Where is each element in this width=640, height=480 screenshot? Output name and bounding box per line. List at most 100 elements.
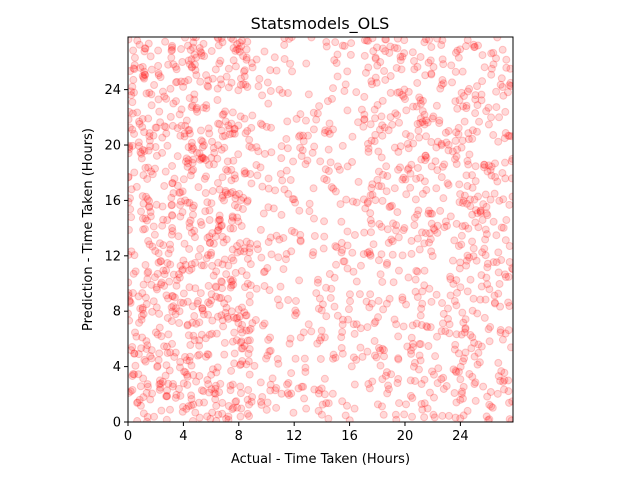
scatter-point [348, 197, 357, 206]
scatter-point [168, 307, 177, 316]
scatter-point [450, 236, 459, 245]
scatter-point [364, 380, 373, 389]
scatter-point [164, 249, 173, 258]
scatter-point [415, 351, 424, 360]
scatter-point [394, 374, 403, 383]
scatter-point [204, 251, 212, 260]
scatter-point [406, 169, 415, 178]
scatter-point [191, 66, 200, 75]
scatter-point [219, 238, 228, 247]
scatter-point [500, 376, 509, 385]
scatter-point [454, 53, 463, 62]
scatter-point [398, 251, 407, 260]
scatter-point [172, 390, 181, 399]
scatter-point [128, 213, 136, 222]
scatter-point [367, 136, 376, 145]
scatter-point [230, 125, 239, 134]
scatter-point [428, 367, 437, 376]
scatter-point [392, 320, 401, 329]
scatter-point [222, 414, 231, 422]
scatter-point [374, 296, 383, 305]
scatter-point [155, 385, 164, 394]
scatter-point [207, 385, 216, 394]
scatter-point [476, 295, 485, 304]
scatter-point [387, 370, 396, 379]
scatter-point [202, 104, 211, 113]
scatter-point [166, 240, 175, 249]
scatter-point [170, 352, 179, 361]
scatter-point [195, 336, 204, 345]
scatter-point [352, 198, 361, 207]
scatter-point [243, 395, 252, 404]
scatter-point [262, 122, 271, 131]
scatter-point [507, 343, 513, 352]
scatter-point [248, 319, 257, 328]
scatter-point [148, 242, 157, 251]
scatter-point [359, 195, 368, 204]
scatter-point [278, 88, 287, 97]
scatter-point [158, 87, 167, 96]
scatter-point [136, 148, 145, 157]
scatter-point [181, 352, 190, 361]
scatter-point [368, 190, 377, 199]
scatter-point [144, 163, 153, 172]
scatter-point [134, 350, 143, 359]
scatter-point [431, 157, 440, 166]
scatter-point [490, 189, 499, 198]
scatter-point [316, 354, 325, 363]
scatter-point [144, 39, 153, 48]
scatter-point [410, 65, 419, 74]
scatter-point [171, 393, 180, 402]
scatter-point [505, 131, 513, 140]
scatter-point [301, 363, 310, 372]
scatter-point [315, 294, 324, 303]
scatter-point [452, 152, 461, 161]
scatter-point [182, 154, 191, 163]
scatter-point [185, 126, 194, 135]
scatter-point [448, 147, 457, 156]
scatter-point [435, 116, 444, 125]
scatter-point [143, 195, 152, 204]
scatter-point [167, 193, 176, 202]
scatter-point [318, 400, 327, 409]
scatter-point [501, 236, 510, 245]
scatter-point [241, 129, 250, 138]
scatter-point [128, 141, 134, 150]
scatter-point [242, 326, 251, 335]
scatter-point [228, 276, 237, 285]
scatter-point [170, 293, 179, 302]
scatter-point [486, 195, 495, 204]
scatter-point [243, 82, 252, 91]
scatter-point [195, 350, 204, 359]
scatter-point [147, 65, 156, 74]
scatter-point [470, 42, 479, 51]
scatter-point [245, 291, 254, 300]
scatter-point [365, 303, 374, 312]
scatter-point [430, 413, 439, 422]
scatter-point [227, 307, 236, 316]
scatter-point [290, 228, 299, 237]
scatter-point [229, 56, 238, 65]
scatter-point [363, 139, 372, 148]
scatter-point [427, 162, 436, 171]
scatter-point [363, 199, 372, 208]
scatter-point [297, 382, 306, 391]
scatter-point [466, 330, 475, 339]
scatter-point [227, 176, 236, 185]
scatter-point [128, 145, 134, 154]
scatter-point [258, 91, 267, 100]
scatter-point [147, 280, 156, 289]
scatter-point [438, 55, 447, 64]
scatter-point [491, 173, 500, 182]
scatter-point [145, 197, 154, 206]
scatter-point [200, 174, 209, 183]
scatter-point [421, 156, 430, 165]
scatter-point [218, 191, 227, 200]
scatter-point [352, 88, 361, 97]
scatter-point [139, 171, 148, 180]
scatter-point [212, 292, 221, 301]
scatter-point [389, 219, 398, 228]
scatter-point [224, 83, 233, 92]
scatter-point [402, 106, 411, 115]
scatter-point [507, 132, 513, 141]
